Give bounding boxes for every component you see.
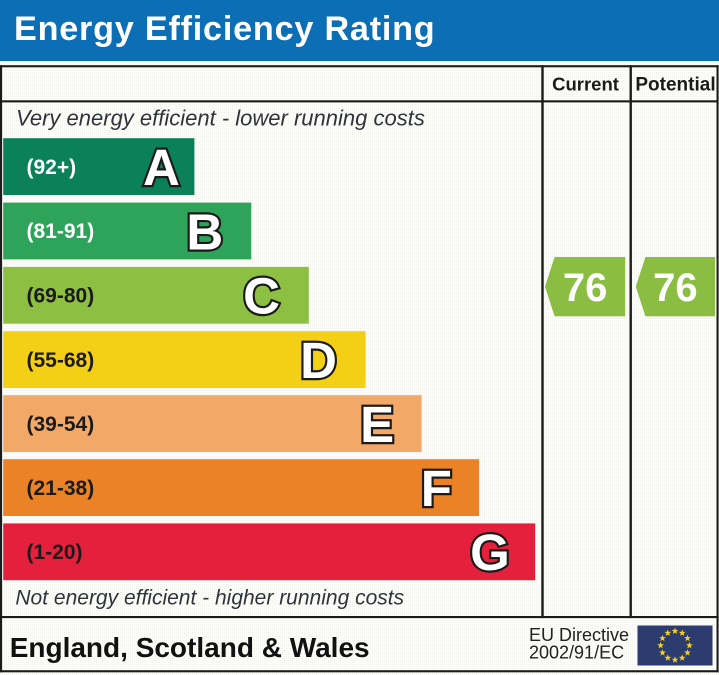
svg-text:(1-20): (1-20) [27,541,83,564]
svg-text:F: F [421,460,452,517]
svg-text:C: C [243,268,280,325]
svg-text:EU Directive: EU Directive [529,625,629,645]
svg-text:(69-80): (69-80) [27,285,95,308]
svg-text:76: 76 [563,266,608,310]
svg-text:(81-91): (81-91) [27,220,95,243]
svg-text:G: G [470,524,510,581]
svg-text:Very energy efficient - lower: Very energy efficient - lower running co… [16,106,425,131]
svg-text:B: B [186,203,223,260]
svg-text:England, Scotland & Wales: England, Scotland & Wales [10,632,370,663]
svg-text:Not energy efficient - higher: Not energy efficient - higher running co… [15,587,404,610]
svg-text:Energy Efficiency Rating: Energy Efficiency Rating [14,10,435,48]
svg-text:D: D [300,332,337,389]
svg-text:(55-68): (55-68) [27,349,95,372]
svg-text:(92+): (92+) [27,156,77,179]
svg-text:76: 76 [653,266,698,310]
svg-text:Potential: Potential [635,75,715,96]
svg-text:(21-38): (21-38) [27,477,95,500]
svg-text:Current: Current [552,74,619,95]
svg-text:E: E [360,396,394,453]
svg-text:(39-54): (39-54) [27,413,95,436]
svg-text:A: A [143,139,180,196]
svg-text:2002/91/EC: 2002/91/EC [529,643,624,663]
